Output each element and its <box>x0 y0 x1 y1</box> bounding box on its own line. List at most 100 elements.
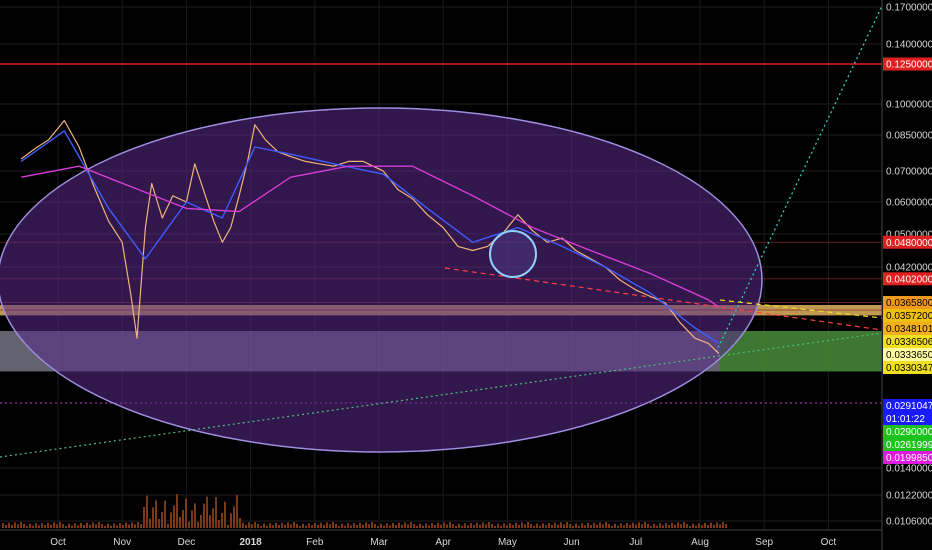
volume-bar <box>404 522 406 528</box>
volume-bar <box>518 524 520 528</box>
volume-bar <box>599 522 601 528</box>
volume-bar <box>359 522 361 528</box>
volume-bar <box>158 519 160 528</box>
volume-bar <box>239 518 241 528</box>
volume-bar <box>185 498 187 528</box>
volume-bar <box>548 523 550 528</box>
volume-bar <box>443 522 445 528</box>
volume-bar <box>536 523 538 528</box>
volume-bar <box>668 525 670 528</box>
volume-bar <box>722 522 724 528</box>
volume-bar <box>662 525 664 528</box>
time-tick-label: Sep <box>755 537 773 548</box>
volume-bar <box>83 525 85 528</box>
volume-bar <box>350 525 352 528</box>
time-tick-label: Nov <box>113 537 131 548</box>
time-tick-label: Mar <box>370 537 388 548</box>
price-tag-label: 0.02619999 <box>886 440 932 451</box>
volume-bar <box>32 525 34 528</box>
volume-bar <box>401 524 403 528</box>
volume-bar <box>416 526 418 528</box>
volume-bar <box>167 523 169 528</box>
volume-bar <box>581 523 583 528</box>
time-tick-label: May <box>498 537 517 548</box>
volume-bar <box>551 525 553 528</box>
volume-bar <box>2 523 4 528</box>
volume-bar <box>623 525 625 528</box>
volume-bar <box>698 523 700 528</box>
volume-bar <box>140 524 142 528</box>
volume-bar <box>509 523 511 528</box>
time-tick-label: Jul <box>629 537 642 548</box>
volume-bar <box>11 524 13 528</box>
price-tag <box>883 57 932 71</box>
volume-bar <box>98 522 100 528</box>
volume-bar <box>362 524 364 528</box>
volume-bar <box>59 522 61 528</box>
volume-bar <box>182 510 184 528</box>
volume-bar <box>539 525 541 528</box>
volume-bar <box>701 525 703 528</box>
volume-bar <box>155 500 157 528</box>
volume-bar <box>440 524 442 528</box>
volume-bar <box>35 523 37 528</box>
highlight-ellipse <box>0 107 763 453</box>
volume-bar <box>515 522 517 528</box>
volume-bar <box>203 503 205 528</box>
volume-bar <box>386 523 388 528</box>
volume-bar <box>677 522 679 528</box>
volume-bar <box>383 525 385 528</box>
volume-bar <box>392 523 394 528</box>
volume-bar <box>665 523 667 528</box>
volume-bar <box>170 512 172 528</box>
volume-bar <box>413 524 415 528</box>
volume-bar <box>347 523 349 528</box>
volume-bar <box>398 522 400 528</box>
volume-bar <box>674 524 676 528</box>
volume-bar <box>461 525 463 528</box>
volume-bar <box>602 524 604 528</box>
volume-bar <box>74 523 76 528</box>
volume-bar <box>125 522 127 528</box>
volume-bar <box>422 525 424 528</box>
volume-bar <box>53 522 55 528</box>
volume-bar <box>65 526 67 528</box>
volume-bar <box>338 526 340 528</box>
volume-bar <box>575 523 577 528</box>
volume-bar <box>134 524 136 528</box>
price-tag <box>883 412 932 426</box>
volume-bar <box>650 526 652 528</box>
volume-bar <box>719 524 721 528</box>
volume-bar <box>107 523 109 528</box>
volume-bar <box>305 525 307 528</box>
volume-bar <box>38 525 40 528</box>
volume-bar <box>572 526 574 528</box>
volume-bar <box>233 506 235 528</box>
price-tag-label: 0.01998500 <box>886 453 932 464</box>
volume-bar <box>8 522 10 528</box>
volume-bar <box>206 496 208 528</box>
volume-bar <box>188 521 190 528</box>
volume-bar <box>554 522 556 528</box>
volume-bar <box>284 524 286 528</box>
volume-bar <box>26 526 28 528</box>
price-tag <box>883 451 932 465</box>
volume-bar <box>431 523 433 528</box>
volume-bar <box>479 524 481 528</box>
volume-bar <box>389 525 391 528</box>
volume-bar <box>179 517 181 528</box>
volume-bar <box>212 508 214 528</box>
price-line <box>20 119 720 355</box>
volume-bar <box>353 523 355 528</box>
volume-bar <box>590 525 592 528</box>
volume-bar <box>428 525 430 528</box>
volume-bar <box>686 524 688 528</box>
volume-bar <box>41 523 43 528</box>
